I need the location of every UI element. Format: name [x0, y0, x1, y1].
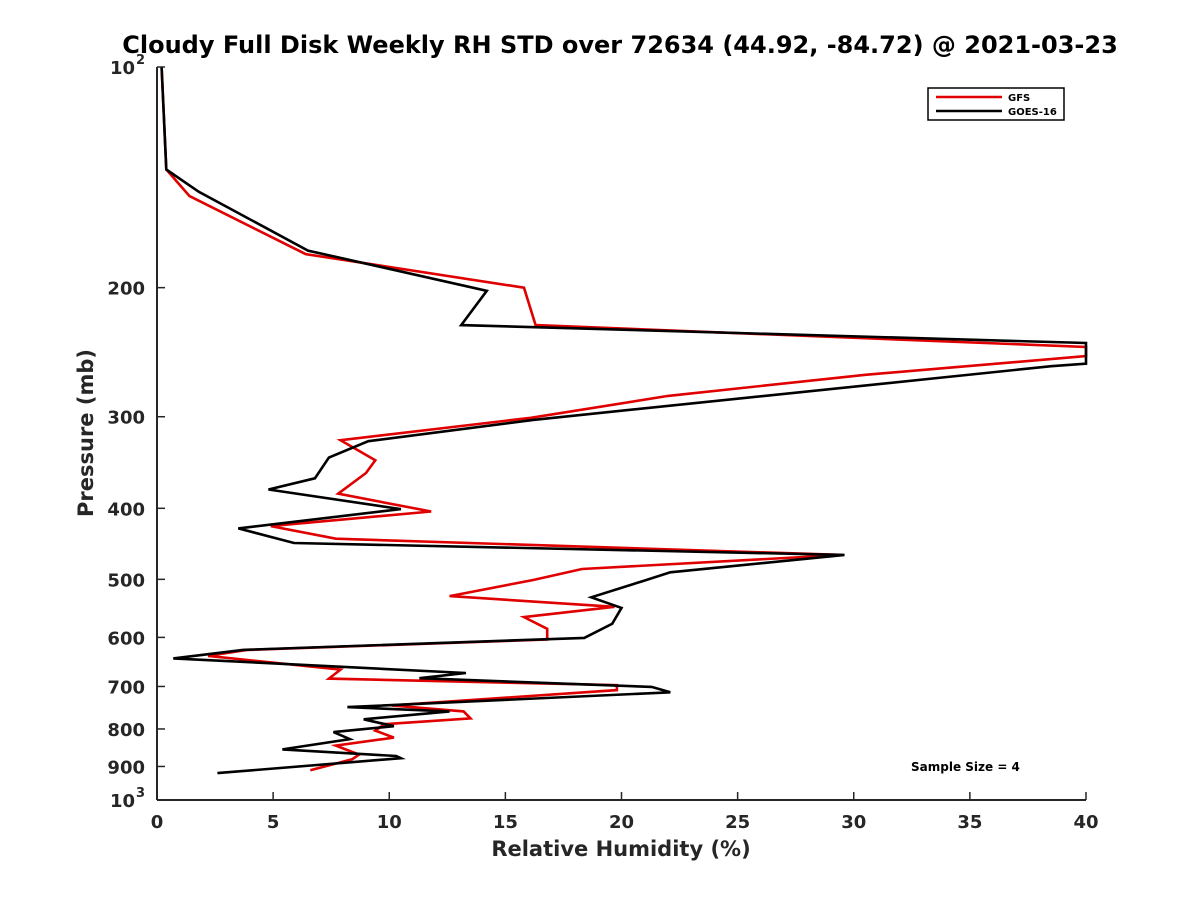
- legend: GFS GOES-16: [927, 87, 1065, 121]
- x-tick-label: 25: [725, 812, 750, 833]
- sample-size-annotation: Sample Size = 4: [911, 760, 1020, 774]
- y-tick-label: 900: [107, 757, 145, 778]
- legend-box: [927, 87, 1065, 121]
- x-tick-label: 30: [841, 812, 866, 833]
- series-layer: [160, 66, 1088, 775]
- plot-area: [157, 67, 1086, 800]
- x-ticks: 0 5 10 15 20 25 30 35 40: [151, 792, 1099, 833]
- x-tick-label: 5: [267, 812, 280, 833]
- y-tick-label: 300: [107, 408, 145, 429]
- y-tick-label: 700: [107, 677, 145, 698]
- legend-goes16-label: GOES-16: [1008, 107, 1057, 118]
- y-tick-label: 10: [110, 791, 135, 812]
- y-tick-label: 800: [107, 720, 145, 741]
- y-tick-label: 200: [107, 279, 145, 300]
- y-axis-label: Pressure (mb): [74, 349, 98, 517]
- y-tick-exponent: 3: [136, 786, 145, 801]
- x-tick-label: 10: [377, 812, 402, 833]
- series-line-goes-16: [160, 66, 1088, 775]
- x-tick-label: 40: [1073, 812, 1098, 833]
- x-axis-label: Relative Humidity (%): [491, 837, 750, 861]
- x-tick-label: 20: [609, 812, 634, 833]
- y-tick-label: 10: [110, 58, 135, 79]
- y-tick-exponent: 2: [136, 53, 145, 68]
- y-tick-label: 400: [107, 499, 145, 520]
- y-tick-label: 500: [107, 570, 145, 591]
- chart-title: Cloudy Full Disk Weekly RH STD over 7263…: [122, 31, 1118, 59]
- x-tick-label: 15: [493, 812, 518, 833]
- x-tick-label: 0: [151, 812, 164, 833]
- x-tick-label: 35: [957, 812, 982, 833]
- legend-gfs-label: GFS: [1008, 93, 1030, 104]
- y-tick-label: 600: [107, 628, 145, 649]
